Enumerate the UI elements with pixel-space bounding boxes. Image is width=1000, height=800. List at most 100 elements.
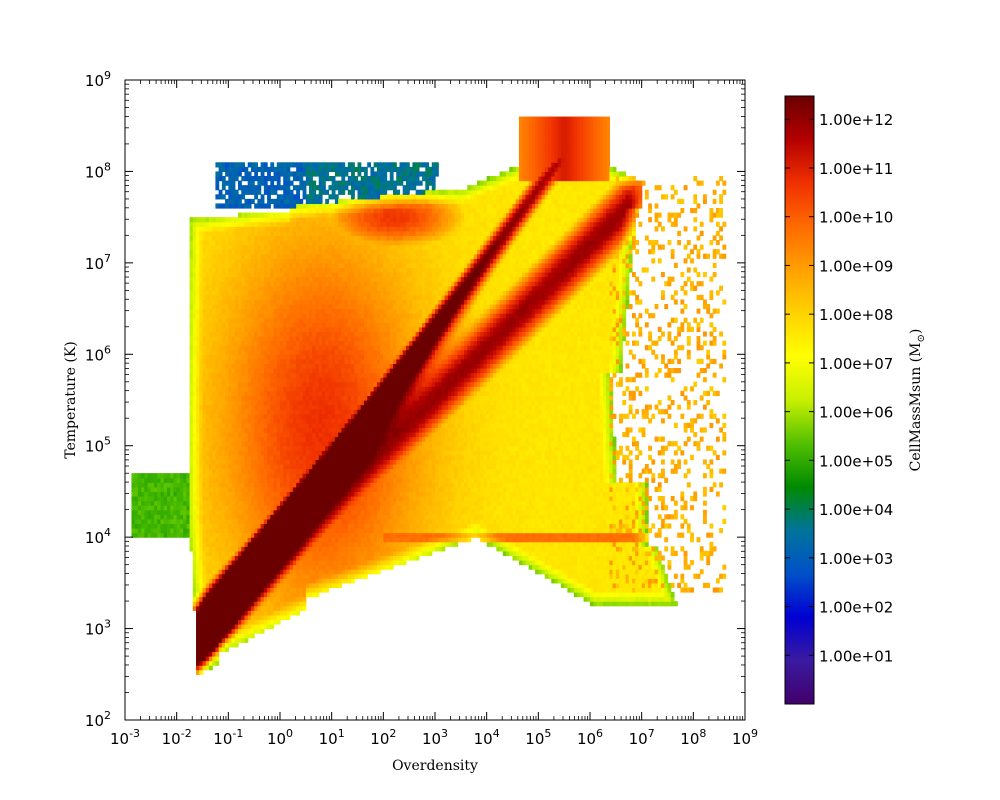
heatmap-cell	[254, 509, 258, 515]
heatmap-cell	[241, 532, 246, 538]
heatmap-cell	[131, 509, 136, 515]
heatmap-cell	[244, 322, 249, 328]
heatmap-cell	[179, 505, 184, 511]
heatmap-cell	[276, 336, 281, 342]
heatmap-cell	[144, 523, 149, 529]
heatmap-cell	[218, 413, 223, 419]
heatmap-cell	[286, 473, 291, 479]
heatmap-cell	[270, 345, 275, 351]
heatmap-cell	[231, 477, 236, 483]
heatmap-cell	[276, 166, 281, 173]
heatmap-cell	[254, 390, 258, 397]
heatmap-cell	[276, 605, 281, 611]
heatmap-cell	[244, 249, 249, 255]
heatmap-cell	[273, 354, 278, 360]
heatmap-cell	[212, 477, 217, 483]
heatmap-cell	[131, 528, 136, 534]
heatmap-cell	[212, 651, 217, 657]
heatmap-cell	[260, 573, 265, 579]
heatmap-cell	[241, 240, 246, 246]
heatmap-cell	[189, 354, 194, 360]
heatmap-cell	[270, 537, 275, 543]
heatmap-cell	[241, 601, 246, 607]
heatmap-cell	[244, 381, 249, 387]
heatmap-cell	[241, 258, 246, 264]
heatmap-cell	[241, 322, 246, 328]
heatmap-cell	[273, 340, 278, 346]
heatmap-cell	[208, 358, 213, 365]
heatmap-cell	[205, 477, 210, 483]
heatmap-cell	[192, 240, 197, 246]
heatmap-cell	[257, 390, 262, 397]
heatmap-cell	[221, 582, 226, 589]
heatmap-cell	[276, 514, 281, 520]
heatmap-cell	[208, 605, 213, 611]
heatmap-cell	[196, 450, 200, 456]
heatmap-cell	[276, 564, 281, 570]
heatmap-cell	[286, 560, 291, 566]
heatmap-cell	[228, 230, 233, 237]
heatmap-cell	[267, 477, 271, 483]
heatmap-cell	[215, 541, 220, 547]
heatmap-cell	[254, 326, 258, 333]
heatmap-cell	[212, 336, 217, 342]
heatmap-cell	[238, 203, 242, 209]
heatmap-cell	[221, 400, 226, 406]
heatmap-cell	[280, 331, 284, 337]
heatmap-cell	[260, 601, 265, 607]
heatmap-cell	[199, 304, 204, 310]
heatmap-cell	[215, 564, 220, 570]
heatmap-cell	[199, 468, 204, 474]
heatmap-cell	[199, 381, 204, 387]
heatmap-cell	[273, 409, 278, 415]
heatmap-cell	[202, 637, 207, 643]
heatmap-cell	[244, 221, 249, 227]
heatmap-cell	[238, 619, 242, 625]
heatmap-cell	[196, 605, 200, 611]
heatmap-cell	[238, 235, 242, 241]
heatmap-cell	[244, 468, 249, 474]
heatmap-cell	[150, 477, 155, 483]
heatmap-cell	[192, 528, 197, 534]
heatmap-cell	[254, 331, 258, 337]
heatmap-cell	[173, 500, 178, 506]
heatmap-cell	[196, 244, 200, 250]
heatmap-cell	[250, 285, 255, 291]
heatmap-cell	[186, 477, 191, 483]
heatmap-cell	[250, 253, 255, 259]
heatmap-cell	[221, 646, 226, 653]
heatmap-cell	[273, 468, 278, 474]
heatmap-cell	[215, 299, 220, 305]
heatmap-cell	[286, 587, 291, 593]
heatmap-cell	[208, 336, 213, 342]
heatmap-cell	[250, 249, 255, 255]
heatmap-cell	[192, 308, 197, 314]
heatmap-cell	[238, 509, 242, 515]
heatmap-cell	[286, 436, 291, 442]
heatmap-cell	[212, 450, 217, 456]
heatmap-cell	[231, 473, 236, 479]
heatmap-cell	[228, 189, 233, 195]
heatmap-cell	[212, 624, 217, 630]
heatmap-cell	[231, 509, 236, 515]
heatmap-cell	[257, 354, 262, 360]
heatmap-cell	[263, 345, 268, 351]
heatmap-cell	[218, 546, 223, 552]
heatmap-cell	[280, 505, 284, 511]
heatmap-cell	[244, 637, 249, 643]
heatmap-cell	[218, 404, 223, 410]
heatmap-cell	[273, 564, 278, 570]
heatmap-cell	[247, 400, 252, 406]
heatmap-cell	[228, 528, 233, 534]
heatmap-cell	[231, 555, 236, 561]
heatmap-cell	[196, 326, 200, 333]
heatmap-cell	[250, 176, 255, 182]
heatmap-cell	[218, 221, 223, 227]
heatmap-cell	[257, 294, 262, 301]
heatmap-cell	[286, 217, 291, 223]
heatmap-cell	[205, 550, 210, 557]
heatmap-cell	[273, 605, 278, 611]
heatmap-cell	[250, 409, 255, 415]
heatmap-cell	[267, 267, 271, 273]
heatmap-cell	[189, 230, 194, 237]
